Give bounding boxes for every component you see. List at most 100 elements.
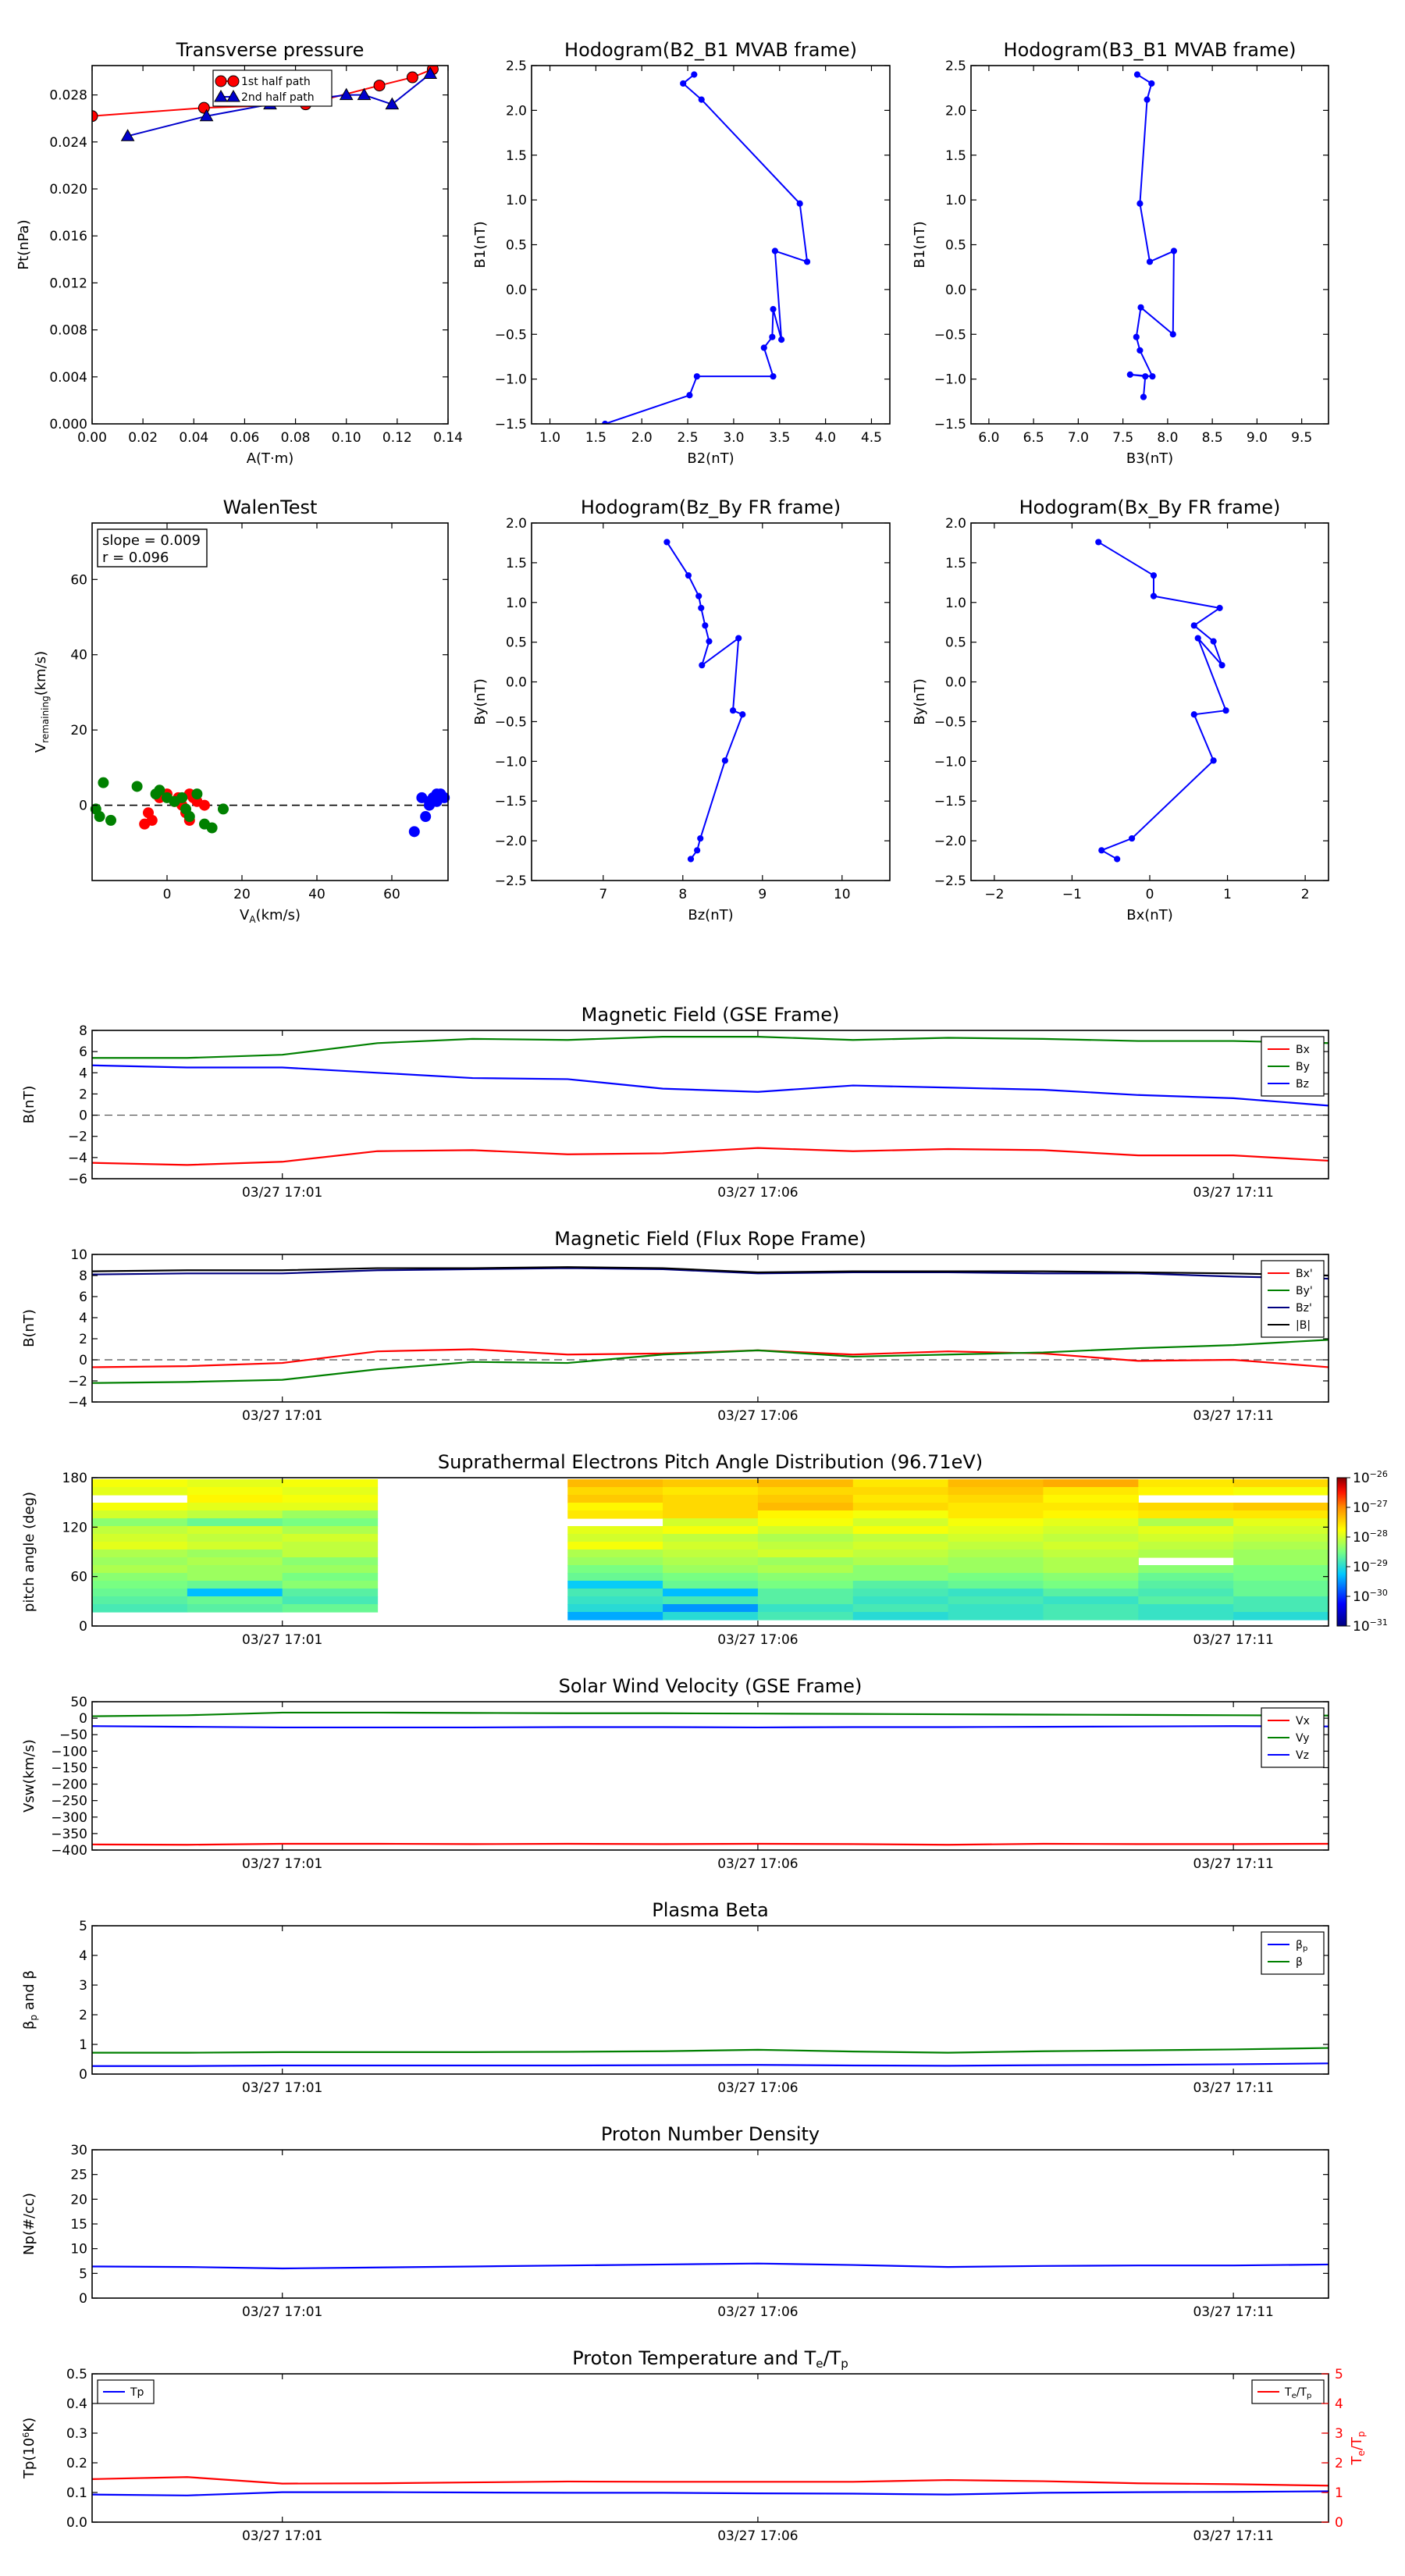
- heatmap-cell: [948, 1573, 1044, 1582]
- x-tick-label: 03/27 17:11: [1193, 1632, 1273, 1648]
- data-point: [1218, 662, 1225, 669]
- series-line: [91, 1842, 1329, 1846]
- chart-timeseries-9: Solar Wind Velocity (GSE Frame) 500−50−10…: [21, 1675, 1329, 1872]
- heatmap-cell: [663, 1573, 759, 1582]
- x-tick-label: 03/27 17:06: [717, 1408, 798, 1424]
- heatmap-cell: [1233, 1557, 1329, 1566]
- chart-timeseries-6: Magnetic Field (GSE Frame) −6 −4 −2 0 2 4 6 8 03/…: [21, 1004, 1329, 1201]
- x-tick-label: 6.5: [1023, 430, 1044, 446]
- heatmap-cell: [663, 1479, 759, 1488]
- y-tick-label: 10: [70, 1247, 87, 1263]
- heatmap-cell: [757, 1550, 854, 1558]
- heatmap-cell: [852, 1487, 949, 1496]
- data-point: [1137, 304, 1144, 311]
- y-tick-label: −1.5: [495, 794, 527, 809]
- data-point: [191, 788, 203, 800]
- heatmap-cell: [187, 1526, 283, 1535]
- x-tick-label: 03/27 17:11: [1193, 1185, 1273, 1201]
- chart-title: Hodogram(Bz_By FR frame): [581, 496, 841, 518]
- heatmap-cell: [663, 1487, 759, 1496]
- x-tick-label: 0.04: [179, 430, 208, 446]
- heatmap-cell: [1138, 1479, 1234, 1488]
- data-point: [1170, 247, 1178, 254]
- plot-frame: [91, 2149, 1329, 2299]
- plot-frame: [970, 522, 1329, 881]
- data-point: [199, 109, 214, 122]
- heatmap-cell: [757, 1495, 854, 1503]
- legend-marker: [226, 89, 240, 102]
- y-tick-label: −1.0: [934, 754, 966, 770]
- heatmap-cell: [852, 1534, 949, 1542]
- heatmap-cell: [852, 1589, 949, 1597]
- heatmap-cell: [187, 1596, 283, 1605]
- heatmap-cell: [567, 1557, 663, 1566]
- x-tick-label: 0: [163, 887, 172, 902]
- x-tick-label: 0: [1146, 887, 1154, 902]
- heatmap-cell: [187, 1557, 283, 1566]
- y-tick-label: 0.016: [49, 229, 87, 244]
- heatmap-cell: [282, 1526, 379, 1535]
- data-point: [131, 781, 143, 792]
- heatmap-cell: [567, 1534, 663, 1542]
- heatmap-cell: [663, 1518, 759, 1527]
- heatmap-cell: [282, 1518, 379, 1527]
- y-tick-label: 120: [62, 1520, 87, 1535]
- data-point: [431, 788, 443, 800]
- heatmap-cell: [1233, 1542, 1329, 1550]
- heatmap-cell: [567, 1495, 663, 1503]
- heatmap-cell: [282, 1550, 379, 1558]
- legend-label: |B|: [1296, 1319, 1311, 1332]
- y2-tick-label: 3: [1335, 2426, 1343, 2442]
- heatmap-cell: [852, 1557, 949, 1566]
- heatmap-cell: [187, 1581, 283, 1589]
- x-tick-label: 6.0: [978, 430, 999, 446]
- plot-frame: [531, 65, 891, 425]
- heatmap-cell: [1138, 1487, 1234, 1496]
- heatmap-cell: [663, 1534, 759, 1542]
- y-tick-label: 0.5: [945, 238, 966, 254]
- legend-marker: [214, 89, 228, 102]
- x-tick-label: 03/27 17:01: [242, 2304, 322, 2320]
- heatmap-cell: [282, 1542, 379, 1550]
- heatmap-cell: [852, 1526, 949, 1535]
- data-point: [698, 96, 705, 103]
- heatmap-cell: [1043, 1534, 1139, 1542]
- y-tick-label: 0.3: [66, 2426, 87, 2442]
- data-point: [1150, 572, 1158, 579]
- heatmap-cell: [852, 1518, 949, 1527]
- y2-tick-label: 2: [1335, 2456, 1343, 2471]
- heatmap-cell: [1138, 1589, 1234, 1597]
- heatmap-cell: [567, 1573, 663, 1582]
- data-point: [699, 662, 706, 669]
- heatmap-cell: [1138, 1503, 1234, 1511]
- x-tick-label: 03/27 17:11: [1193, 2528, 1273, 2544]
- heatmap-cell: [948, 1526, 1044, 1535]
- y2-tick-label: 1: [1335, 2485, 1343, 2501]
- y-tick-label: −0.5: [934, 327, 966, 343]
- y-tick-label: −0.5: [934, 714, 966, 730]
- data-point: [385, 97, 400, 110]
- y-tick-label: −350: [51, 1827, 87, 1842]
- y-axis-label: By(nT): [912, 678, 928, 724]
- y-tick-label: −0.5: [495, 327, 527, 343]
- heatmap-cell: [757, 1479, 854, 1488]
- heatmap-cell: [948, 1503, 1044, 1511]
- data-point: [739, 711, 746, 718]
- y-tick-label: 0.0: [945, 675, 966, 691]
- data-point: [1216, 604, 1223, 612]
- data-point: [1144, 96, 1151, 103]
- heatmap-cell: [1138, 1510, 1234, 1519]
- heatmap-cell: [187, 1503, 283, 1511]
- heatmap-cell: [663, 1542, 759, 1550]
- data-point: [218, 803, 229, 815]
- heatmap-cell: [852, 1573, 949, 1582]
- x-tick-label: 7.5: [1112, 430, 1133, 446]
- series-line: [91, 2262, 1329, 2270]
- heatmap-cell: [282, 1565, 379, 1574]
- series-line: [91, 1267, 1329, 1280]
- heatmap-cell: [1138, 1573, 1234, 1582]
- heatmap-cell: [948, 1550, 1044, 1558]
- data-point: [1126, 371, 1133, 378]
- series-line: [604, 73, 809, 424]
